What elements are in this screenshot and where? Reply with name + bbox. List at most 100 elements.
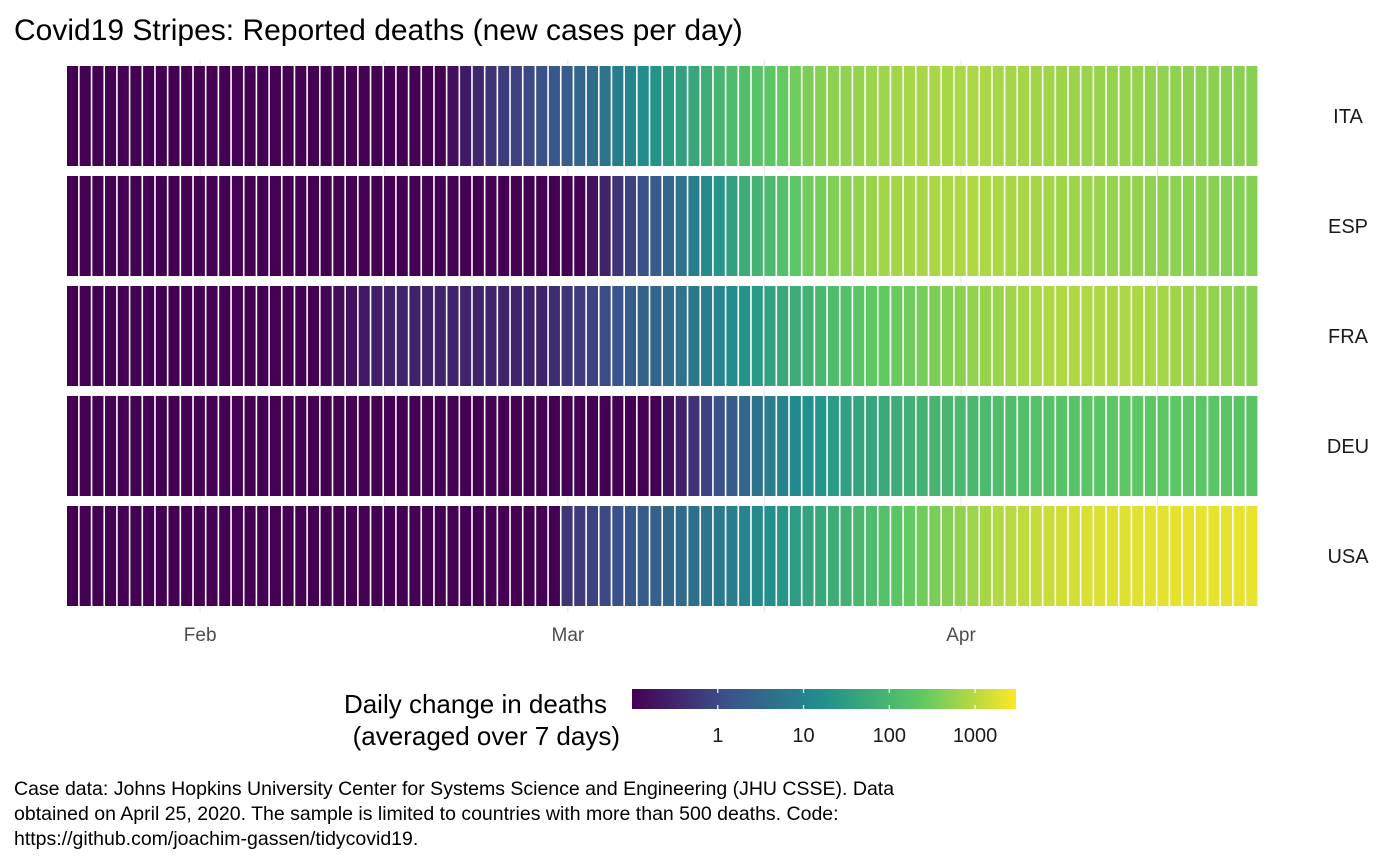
stripe-cell bbox=[422, 176, 434, 276]
stripe-cell bbox=[231, 396, 243, 496]
stripe-cell bbox=[688, 176, 700, 276]
stripe-cell bbox=[1132, 286, 1144, 386]
stripe-cell bbox=[916, 506, 928, 606]
stripes-panel bbox=[67, 66, 1258, 606]
stripe-cell bbox=[219, 286, 231, 386]
stripe-cell bbox=[789, 176, 801, 276]
legend-ticks: 1 10 100 1000 bbox=[712, 689, 997, 747]
stripe-cell bbox=[713, 506, 725, 606]
stripe-cell bbox=[219, 506, 231, 606]
stripe-cell bbox=[1043, 66, 1055, 166]
stripe-cell bbox=[1018, 506, 1030, 606]
stripe-cell bbox=[789, 286, 801, 386]
stripe-cell bbox=[612, 66, 624, 166]
stripe-cell bbox=[650, 396, 662, 496]
stripe-cell bbox=[954, 506, 966, 606]
stripe-cell bbox=[92, 286, 104, 386]
stripe-cell bbox=[701, 286, 713, 386]
stripe-cell bbox=[168, 396, 180, 496]
stripe-cell bbox=[143, 396, 155, 496]
stripe-cell bbox=[282, 396, 294, 496]
stripe-cell bbox=[371, 506, 383, 606]
stripe-cell bbox=[117, 396, 129, 496]
stripe-cell bbox=[117, 286, 129, 386]
stripe-cell bbox=[1018, 286, 1030, 386]
stripe-cell bbox=[536, 176, 548, 276]
stripe-cell bbox=[498, 66, 510, 166]
stripe-cell bbox=[219, 396, 231, 496]
stripe-cell bbox=[548, 506, 560, 606]
stripe-cell bbox=[1005, 66, 1017, 166]
stripe-cell bbox=[878, 176, 890, 276]
stripe-cell bbox=[853, 176, 865, 276]
caption-line-3: https://github.com/joachim-gassen/tidyco… bbox=[14, 828, 418, 850]
stripe-cell bbox=[257, 396, 269, 496]
stripe-cell bbox=[244, 396, 256, 496]
chart-title: Covid19 Stripes: Reported deaths (new ca… bbox=[14, 14, 743, 47]
stripe-cell bbox=[320, 506, 332, 606]
stripe-cell bbox=[663, 396, 675, 496]
stripe-cell bbox=[485, 286, 497, 386]
stripe-cell bbox=[574, 176, 586, 276]
stripe-cell bbox=[1220, 506, 1233, 606]
stripe-cell bbox=[688, 66, 700, 166]
stripe-cell bbox=[561, 506, 573, 606]
stripe-cell bbox=[510, 506, 522, 606]
stripe-cell bbox=[574, 66, 586, 166]
stripe-cell bbox=[447, 66, 459, 166]
stripe-cell bbox=[751, 66, 763, 166]
stripe-cell bbox=[193, 396, 205, 496]
stripe-cell bbox=[206, 286, 218, 386]
stripe-cell bbox=[384, 396, 396, 496]
stripe-cell bbox=[967, 506, 979, 606]
stripe-cell bbox=[739, 176, 751, 276]
stripe-cell bbox=[1233, 286, 1245, 386]
stripe-cell bbox=[751, 506, 763, 606]
stripe-cell bbox=[371, 396, 383, 496]
stripe-cell bbox=[485, 506, 497, 606]
stripe-cell bbox=[510, 176, 522, 276]
stripe-cell bbox=[1106, 396, 1118, 496]
stripe-cell bbox=[1233, 176, 1245, 276]
stripe-cell bbox=[916, 286, 928, 386]
stripe-cell bbox=[472, 286, 484, 386]
stripe-cell bbox=[586, 286, 598, 386]
stripe-cell bbox=[1195, 176, 1207, 276]
stripe-cell bbox=[713, 286, 725, 386]
stripe-cell bbox=[815, 66, 827, 166]
stripe-cell bbox=[92, 176, 104, 276]
stripe-cell bbox=[358, 396, 370, 496]
stripe-cell bbox=[992, 396, 1004, 496]
stripe-cell bbox=[409, 286, 421, 386]
stripe-cell bbox=[536, 506, 548, 606]
stripe-cell bbox=[663, 286, 675, 386]
stripe-cell bbox=[409, 66, 421, 166]
stripe-cell bbox=[231, 66, 243, 166]
stripe-cell bbox=[903, 286, 916, 386]
stripe-cell bbox=[751, 286, 763, 386]
stripe-cell bbox=[269, 66, 281, 166]
stripe-cell bbox=[764, 66, 776, 166]
stripe-cell bbox=[764, 176, 776, 276]
stripe-cell bbox=[384, 286, 396, 386]
stripe-cell bbox=[282, 286, 294, 386]
stripe-cell bbox=[941, 396, 954, 496]
stripe-cell bbox=[574, 396, 586, 496]
stripe-cell bbox=[396, 396, 408, 496]
stripe-cell bbox=[663, 506, 675, 606]
stripe-cell bbox=[244, 286, 256, 386]
stripe-cell bbox=[624, 506, 637, 606]
stripe-cell bbox=[1144, 506, 1156, 606]
stripe-cell bbox=[1094, 396, 1106, 496]
stripe-cell bbox=[1119, 176, 1131, 276]
stripe-cell bbox=[345, 176, 358, 276]
stripe-cell bbox=[891, 66, 903, 166]
color-legend: Daily change in deaths (averaged over 7 … bbox=[344, 689, 1016, 751]
stripe-row-usa bbox=[67, 506, 1258, 606]
stripe-cell bbox=[992, 506, 1004, 606]
stripe-cell bbox=[536, 396, 548, 496]
legend-tick-label: 1000 bbox=[953, 725, 998, 747]
stripe-cell bbox=[345, 66, 358, 166]
country-label-fra: FRA bbox=[1328, 326, 1369, 348]
stripe-cell bbox=[1132, 176, 1144, 276]
